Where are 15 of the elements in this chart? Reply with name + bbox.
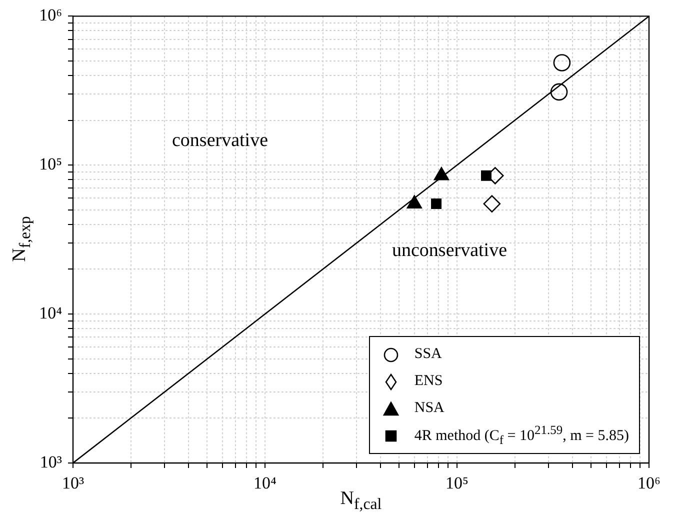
y-tick-label: 10⁵	[39, 154, 62, 174]
y-tick-label: 10⁶	[39, 6, 62, 25]
annotation: unconservative	[392, 240, 508, 262]
legend-label: ENS	[414, 373, 443, 390]
x-axis-title: N$_{f,cal}$	[340, 488, 382, 514]
x-tick-label: 10⁶	[638, 474, 661, 493]
y-tick-label: 10⁴	[39, 304, 62, 323]
x-tick-label: 10⁴	[254, 474, 277, 493]
annotation: conservative	[172, 130, 268, 152]
legend-label: 4R method (C$_{f}$ = 10$^{21.59}$, m = 5.85)	[414, 423, 629, 448]
x-tick-label: 10⁵	[446, 474, 469, 493]
y-tick-label: 10³	[40, 452, 62, 472]
legend-label: SSA	[414, 346, 442, 363]
legend-label: NSA	[414, 400, 444, 417]
x-tick-label: 10³	[62, 474, 84, 493]
